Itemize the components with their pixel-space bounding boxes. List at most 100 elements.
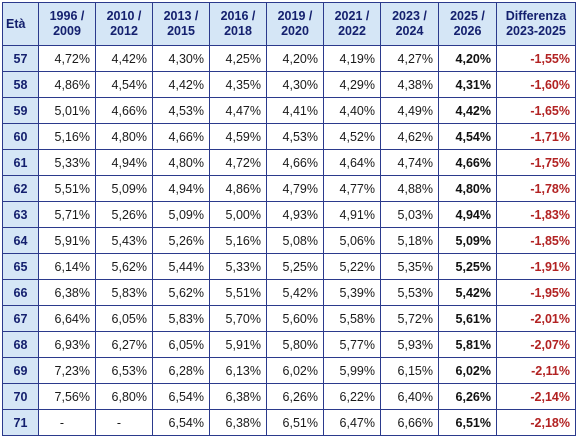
rate-cell-current: 5,09% [438, 227, 497, 254]
table-row: 71- -6,54% 6,38% 6,51% 6,47% 6,66% 6,51% -2,18% [2, 409, 576, 436]
header-line-2: 2015 [167, 24, 195, 38]
rate-cell: 5,58% [323, 305, 381, 332]
age-cell: 58 [2, 71, 39, 98]
header-line-2: 2012 [110, 24, 138, 38]
rate-cell: 4,40% [323, 97, 381, 124]
rate-cell: 5,06% [323, 227, 381, 254]
rate-cell: 5,26% [152, 227, 210, 254]
rate-cell: - [38, 409, 96, 436]
rate-cell: 4,62% [380, 123, 439, 150]
rate-cell: 6,05% [152, 331, 210, 358]
rate-cell-current: 6,02% [438, 357, 497, 384]
table-body: 57 4,72% 4,42% 4,30% 4,25% 4,20% 4,19% 4,27% 4,2… [2, 45, 576, 436]
rate-cell: 5,83% [152, 305, 210, 332]
header-differenza: Differenza 2023-2025 [496, 2, 576, 46]
header-line-2: 2020 [281, 24, 309, 38]
rate-cell: 4,52% [323, 123, 381, 150]
rate-cell: 4,20% [266, 45, 324, 72]
table-row: 67 6,64% 6,05% 5,83% 5,70% 5,60% 5,58% 5,72% 5,6… [2, 305, 576, 332]
age-cell: 63 [2, 201, 39, 228]
rate-cell: 6,47% [323, 409, 381, 436]
header-line-2: 2024 [395, 24, 424, 38]
difference-cell: -2,14% [496, 383, 576, 410]
rate-cell: 5,60% [266, 305, 324, 332]
rate-cell: 5,80% [266, 331, 324, 358]
age-cell: 71 [2, 409, 39, 436]
rate-cell-current: 4,66% [438, 149, 497, 176]
header-line-1: 2023 / [392, 9, 427, 23]
rate-cell: 4,59% [209, 123, 267, 150]
rate-cell: 5,39% [323, 279, 381, 306]
header-line-2: 2018 [224, 24, 252, 38]
age-cell: 61 [2, 149, 39, 176]
rate-cell: 4,19% [323, 45, 381, 72]
rate-cell: 6,13% [209, 357, 267, 384]
rate-cell: 4,30% [266, 71, 324, 98]
rate-cell: 5,26% [95, 201, 153, 228]
rate-cell: 5,00% [209, 201, 267, 228]
header-line-1: Età [6, 16, 26, 31]
rate-cell: 5,71% [38, 201, 96, 228]
rate-cell: 5,51% [209, 279, 267, 306]
rate-cell: 5,33% [38, 149, 96, 176]
table-row: 69 7,23% 6,53% 6,28% 6,13% 6,02% 5,99% 6,15% 6,0… [2, 357, 576, 384]
header-line-1: 2021 / [334, 9, 370, 23]
table-row: 62 5,51% 5,09% 4,94% 4,86% 4,79% 4,77% 4,88% 4,8… [2, 175, 576, 202]
rate-cell: 4,94% [152, 175, 210, 202]
difference-cell: -1,71% [496, 123, 576, 150]
rate-cell-current: 6,26% [438, 383, 497, 410]
rate-cell: 6,15% [380, 357, 439, 384]
rate-cell: 5,62% [95, 253, 153, 280]
rate-cell: 4,80% [95, 123, 153, 150]
difference-cell: -2,07% [496, 331, 576, 358]
rate-cell: 4,49% [380, 97, 439, 124]
header-period-2019-2020: 2019 /2020 [266, 2, 324, 46]
difference-cell: -1,65% [496, 97, 576, 124]
rate-cell: 4,77% [323, 175, 381, 202]
difference-cell: -2,11% [496, 357, 576, 384]
rate-cell: 5,99% [323, 357, 381, 384]
rate-cell-current: 5,42% [438, 279, 497, 306]
difference-cell: -2,01% [496, 305, 576, 332]
rate-cell: 7,23% [38, 357, 96, 384]
rate-cell: 4,86% [209, 175, 267, 202]
rate-cell: 4,47% [209, 97, 267, 124]
rate-cell: 5,72% [380, 305, 439, 332]
rate-cell: 6,40% [380, 383, 439, 410]
table-row: 65 6,14% 5,62% 5,44% 5,33% 5,25% 5,22% 5,35% 5,2… [2, 253, 576, 280]
header-period-2021-2022: 2021 /2022 [323, 2, 381, 46]
difference-cell: -1,95% [496, 279, 576, 306]
header-period-2025-2026: 2025 /2026 [438, 2, 497, 46]
rate-cell: 4,35% [209, 71, 267, 98]
rate-cell: 4,53% [266, 123, 324, 150]
rate-cell: 4,66% [266, 149, 324, 176]
rate-cell: 5,01% [38, 97, 96, 124]
difference-cell: -1,55% [496, 45, 576, 72]
age-cell: 60 [2, 123, 39, 150]
rate-cell-current: 4,94% [438, 201, 497, 228]
rate-cell: 5,08% [266, 227, 324, 254]
rate-cell: 5,33% [209, 253, 267, 280]
rate-cell: 4,29% [323, 71, 381, 98]
rate-cell: 6,02% [266, 357, 324, 384]
age-cell: 62 [2, 175, 39, 202]
table-row: 70 7,56% 6,80% 6,54% 6,38% 6,26% 6,22% 6,40% 6,2… [2, 383, 576, 410]
table-row: 64 5,91% 5,43% 5,26% 5,16% 5,08% 5,06% 5,18% 5,0… [2, 227, 576, 254]
rate-cell: 4,27% [380, 45, 439, 72]
rate-cell: 6,14% [38, 253, 96, 280]
rate-cell: 6,80% [95, 383, 153, 410]
table-row: 63 5,71% 5,26% 5,09% 5,00% 4,93% 4,91% 5,03% 4,9… [2, 201, 576, 228]
rate-cell: 4,53% [152, 97, 210, 124]
difference-cell: -1,75% [496, 149, 576, 176]
rate-cell: - [95, 409, 153, 436]
header-period-2023-2024: 2023 /2024 [380, 2, 439, 46]
rate-cell: 6,27% [95, 331, 153, 358]
rate-cell: 4,94% [95, 149, 153, 176]
rate-cell: 4,30% [152, 45, 210, 72]
header-period-1996-2009: 1996 /2009 [38, 2, 96, 46]
table-row: 68 6,93% 6,27% 6,05% 5,91% 5,80% 5,77% 5,93% 5,8… [2, 331, 576, 358]
table-row: 60 5,16% 4,80% 4,66% 4,59% 4,53% 4,52% 4,62% 4,5… [2, 123, 576, 150]
rate-cell-current: 4,42% [438, 97, 497, 124]
rate-cell: 5,91% [209, 331, 267, 358]
